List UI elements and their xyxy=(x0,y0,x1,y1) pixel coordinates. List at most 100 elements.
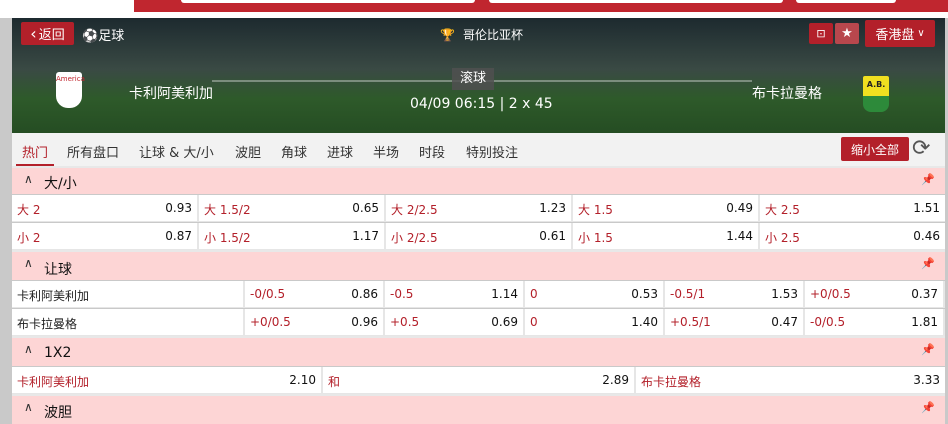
star-icon: ★ xyxy=(841,26,853,41)
cell-label: 大 1.5/2 xyxy=(204,203,251,217)
odds-value: 1.44 xyxy=(726,229,753,243)
cell-label: 布卡拉曼格 xyxy=(17,317,78,331)
odds-value: 0.96 xyxy=(351,315,378,329)
trophy-icon: 🏆 xyxy=(440,28,455,42)
favorite-button[interactable]: ★ xyxy=(835,23,859,44)
odds-format-select[interactable]: 香港盘 ∨ xyxy=(865,20,935,47)
odds-value: 0.46 xyxy=(913,229,940,243)
chevron-up-icon: ∧ xyxy=(24,256,33,270)
section-1x2[interactable]: ∧ 1X2 📌 xyxy=(12,336,945,366)
odds-cell[interactable]: +0.5/1 0.47 xyxy=(665,309,803,335)
cell-label: 大 2/2.5 xyxy=(391,203,438,217)
away-team-logo: A.B. xyxy=(863,76,889,112)
collapse-all-button[interactable]: 缩小全部 xyxy=(841,137,909,161)
odds-cell[interactable]: -0.5/1 1.53 xyxy=(665,281,803,307)
odds-cell[interactable]: 小 2 0.87 xyxy=(12,223,197,249)
odds-value: 0.61 xyxy=(539,229,566,243)
refresh-icon[interactable]: ⟳ xyxy=(912,136,931,161)
odds-cell[interactable]: 布卡拉曼格 3.33 xyxy=(636,367,945,393)
odds-value: 3.33 xyxy=(913,373,940,387)
market-tabs: 热门 所有盘口 让球 & 大/小 波胆 角球 进球 半场 时段 特别投注 缩小全… xyxy=(12,133,945,167)
tab-all-markets[interactable]: 所有盘口 xyxy=(67,146,120,161)
table-row: 布卡拉曼格 +0/0.5 0.96 +0.5 0.69 0 1.40 +0.5/1 0.47 -0… xyxy=(12,309,945,336)
back-button[interactable]: ‹ 返回 xyxy=(21,22,74,45)
tab-specials[interactable]: 特别投注 xyxy=(466,146,519,161)
home-team-name: 卡利阿美利加 xyxy=(129,86,213,102)
team-name: 布卡拉曼格 xyxy=(12,309,243,335)
cell-label: -0.5 xyxy=(390,287,414,301)
odds-value: 0.86 xyxy=(351,287,378,301)
team-name: 卡利阿美利加 xyxy=(12,281,243,307)
chevron-up-icon: ∧ xyxy=(24,342,33,356)
odds-cell[interactable]: 小 1.5 1.44 xyxy=(573,223,758,249)
section-handicap[interactable]: ∧ 让球 📌 xyxy=(12,250,945,280)
cell-label: 0 xyxy=(530,315,538,329)
odds-cell[interactable]: +0/0.5 0.96 xyxy=(245,309,383,335)
cell-label: 大 2 xyxy=(17,203,41,217)
odds-cell[interactable]: 和 2.89 xyxy=(323,367,634,393)
odds-value: 0.87 xyxy=(165,229,192,243)
cell-label: 卡利阿美利加 xyxy=(17,289,90,303)
cell-label: +0/0.5 xyxy=(810,287,851,301)
odds-cell[interactable]: 大 1.5 0.49 xyxy=(573,195,758,221)
section-over-under[interactable]: ∧ 大/小 📌 xyxy=(12,166,945,194)
field-view-button[interactable]: ⊡ xyxy=(809,23,833,44)
odds-cell[interactable]: 小 2.5 0.46 xyxy=(760,223,945,249)
odds-cell[interactable]: +0.5 0.69 xyxy=(385,309,523,335)
cell-label: 卡利阿美利加 xyxy=(17,375,90,389)
odds-cell[interactable]: 大 2 0.93 xyxy=(12,195,197,221)
cell-label: 和 xyxy=(328,375,341,389)
tab-handicap-ou[interactable]: 让球 & 大/小 xyxy=(139,146,214,161)
odds-cell[interactable]: +0/0.5 0.37 xyxy=(805,281,943,307)
odds-value: 1.40 xyxy=(631,315,658,329)
odds-cell[interactable]: -0/0.5 1.81 xyxy=(805,309,943,335)
odds-cell[interactable]: -0.5 1.14 xyxy=(385,281,523,307)
cell-label: -0/0.5 xyxy=(250,287,286,301)
tab-hot[interactable]: 热门 xyxy=(15,142,55,167)
pin-icon[interactable]: 📌 xyxy=(921,257,935,270)
table-row: 大 2 0.93 大 1.5/2 0.65 大 2/2.5 1.23 大 1.5 0.49 大 … xyxy=(12,195,945,222)
cell-label: -0/0.5 xyxy=(810,315,846,329)
odds-value: 1.17 xyxy=(352,229,379,243)
tab-period[interactable]: 时段 xyxy=(419,146,446,161)
tab-half[interactable]: 半场 xyxy=(373,146,400,161)
cell-label: +0.5/1 xyxy=(670,315,711,329)
home-team-logo: America xyxy=(56,72,85,108)
odds-value: 1.51 xyxy=(913,201,940,215)
odds-cell[interactable]: 卡利阿美利加 2.10 xyxy=(12,367,321,393)
tab-correct-score[interactable]: 波胆 xyxy=(235,146,262,161)
section-correct-score[interactable]: ∧ 波胆 📌 xyxy=(12,394,945,424)
odds-cell[interactable]: 大 2/2.5 1.23 xyxy=(386,195,571,221)
pin-icon[interactable]: 📌 xyxy=(921,173,935,186)
tab-corners[interactable]: 角球 xyxy=(281,146,308,161)
odds-value: 0.49 xyxy=(726,201,753,215)
odds-cell[interactable]: 0 1.40 xyxy=(525,309,663,335)
chevron-down-icon: ∨ xyxy=(917,28,925,39)
tab-goals[interactable]: 进球 xyxy=(327,146,354,161)
odds-value: 1.53 xyxy=(771,287,798,301)
away-team-name: 布卡拉曼格 xyxy=(752,86,822,102)
odds-value: 0.47 xyxy=(771,315,798,329)
top-nav xyxy=(134,0,948,12)
odds-cell[interactable]: 大 1.5/2 0.65 xyxy=(199,195,384,221)
cell-label: 大 1.5 xyxy=(578,203,613,217)
odds-cell[interactable]: 小 1.5/2 1.17 xyxy=(199,223,384,249)
odds-cell[interactable]: 小 2/2.5 0.61 xyxy=(386,223,571,249)
pin-icon[interactable]: 📌 xyxy=(921,401,935,414)
match-datetime: 04/09 06:15 | 2 x 45 xyxy=(410,96,553,112)
table-row: 卡利阿美利加 2.10 和 2.89 布卡拉曼格 3.33 xyxy=(12,367,945,394)
odds-cell[interactable]: 0 0.53 xyxy=(525,281,663,307)
table-row: 小 2 0.87 小 1.5/2 1.17 小 2/2.5 0.61 小 1.5 1.44 小 … xyxy=(12,223,945,250)
cell-label: 0 xyxy=(530,287,538,301)
soccer-ball-icon: ⚽ xyxy=(82,29,99,44)
cell-label: 大 2.5 xyxy=(765,203,800,217)
odds-cell[interactable]: -0/0.5 0.86 xyxy=(245,281,383,307)
odds-cell[interactable]: 大 2.5 1.51 xyxy=(760,195,945,221)
match-header: ‹ 返回 ⚽足球 🏆 哥伦比亚杯 ⊡ ★ 香港盘 ∨ America 卡利阿美利加 滚… xyxy=(12,18,945,133)
pin-icon[interactable]: 📌 xyxy=(921,343,935,356)
cell-label: 小 1.5/2 xyxy=(204,231,251,245)
pitch-icon: ⊡ xyxy=(816,27,826,40)
odds-value: 0.93 xyxy=(165,201,192,215)
cell-label: 布卡拉曼格 xyxy=(641,375,702,389)
odds-value: 2.89 xyxy=(602,373,629,387)
